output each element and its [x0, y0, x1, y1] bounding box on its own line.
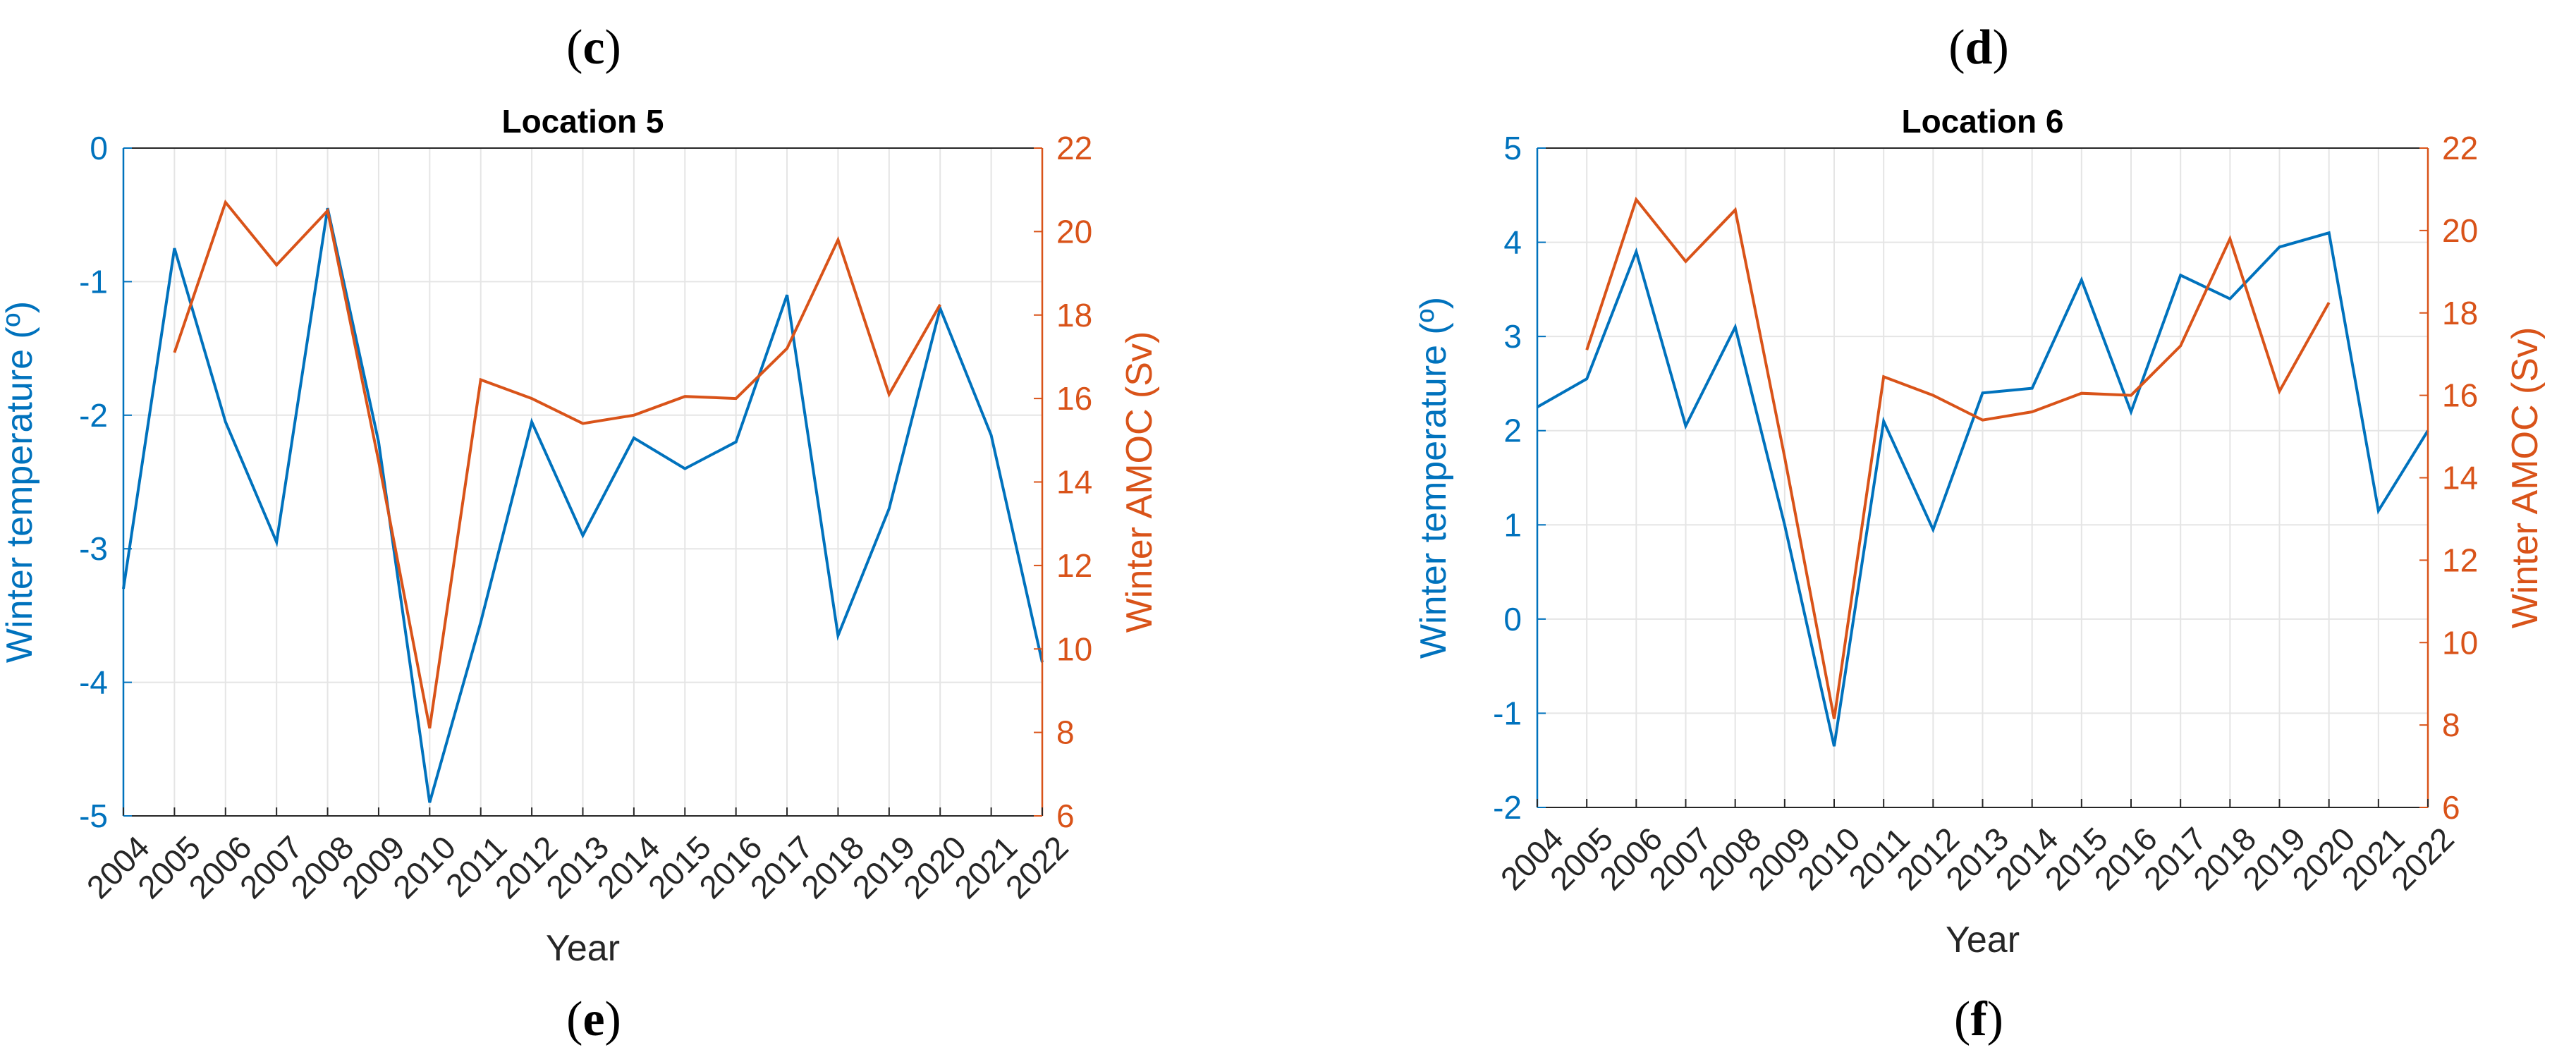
- panel-label-c: (c): [566, 20, 621, 75]
- chart-location-6: 2004200520062007200820092010201120122013…: [1413, 103, 2546, 960]
- y-left-tick-label: 5: [1503, 130, 1522, 166]
- y-left-tick-label: 2: [1503, 413, 1522, 449]
- y-left-tick-label: 4: [1503, 224, 1522, 261]
- x-axis-label: Year: [1946, 920, 2020, 960]
- x-axis-label: Year: [546, 928, 620, 969]
- y-right-tick-label: 6: [2442, 789, 2460, 826]
- y-left-axis-label: Winter temperature (º): [0, 301, 40, 663]
- y-left-tick-label: -2: [1493, 789, 1522, 826]
- y-left-tick-label: 0: [90, 130, 108, 166]
- y-left-tick-label: -1: [79, 263, 108, 300]
- temperature-series-line: [1537, 231, 2429, 747]
- y-left-tick-label: -1: [1493, 695, 1522, 731]
- y-right-axis-label: Winter AMOC (Sv): [1119, 331, 1160, 633]
- y-right-tick-label: 16: [2442, 377, 2478, 414]
- y-left-tick-label: -5: [79, 798, 108, 834]
- y-left-tick-label: 1: [1503, 506, 1522, 543]
- y-left-tick-label: 3: [1503, 318, 1522, 355]
- y-right-tick-label: 22: [1056, 130, 1092, 166]
- panel-label-d: (d): [1948, 20, 2009, 75]
- y-right-tick-label: 10: [2442, 624, 2478, 661]
- y-right-tick-label: 8: [2442, 707, 2460, 743]
- y-right-tick-label: 6: [1056, 798, 1075, 834]
- y-right-tick-label: 16: [1056, 380, 1092, 417]
- y-right-tick-label: 20: [1056, 213, 1092, 250]
- amoc-series-line: [1585, 196, 2331, 719]
- y-left-tick-label: 0: [1503, 601, 1522, 637]
- chart-location-5: 2004200520062007200820092010201120122013…: [0, 103, 1160, 969]
- panel-label-f: (f): [1954, 992, 2003, 1046]
- chart-title: Location 5: [501, 103, 664, 140]
- y-right-tick-label: 12: [2442, 542, 2478, 578]
- chart-title: Location 6: [1901, 103, 2063, 140]
- y-right-tick-label: 18: [2442, 295, 2478, 331]
- y-left-axis-label: Winter temperature (º): [1413, 297, 1454, 659]
- y-right-tick-label: 10: [1056, 630, 1092, 667]
- y-right-tick-label: 14: [2442, 460, 2478, 496]
- temperature-series-line: [122, 207, 1044, 803]
- y-left-tick-label: -4: [79, 664, 108, 701]
- y-right-tick-label: 20: [2442, 212, 2478, 249]
- y-right-axis-label: Winter AMOC (Sv): [2505, 327, 2546, 629]
- y-left-tick-label: -2: [79, 397, 108, 434]
- y-right-tick-label: 8: [1056, 714, 1075, 751]
- y-left-tick-label: -3: [79, 530, 108, 567]
- panel-label-e: (e): [566, 992, 621, 1046]
- y-right-tick-label: 22: [2442, 130, 2478, 166]
- y-right-tick-label: 12: [1056, 547, 1092, 584]
- y-right-tick-label: 18: [1056, 297, 1092, 334]
- amoc-series-line: [173, 199, 941, 729]
- y-right-tick-label: 14: [1056, 464, 1092, 501]
